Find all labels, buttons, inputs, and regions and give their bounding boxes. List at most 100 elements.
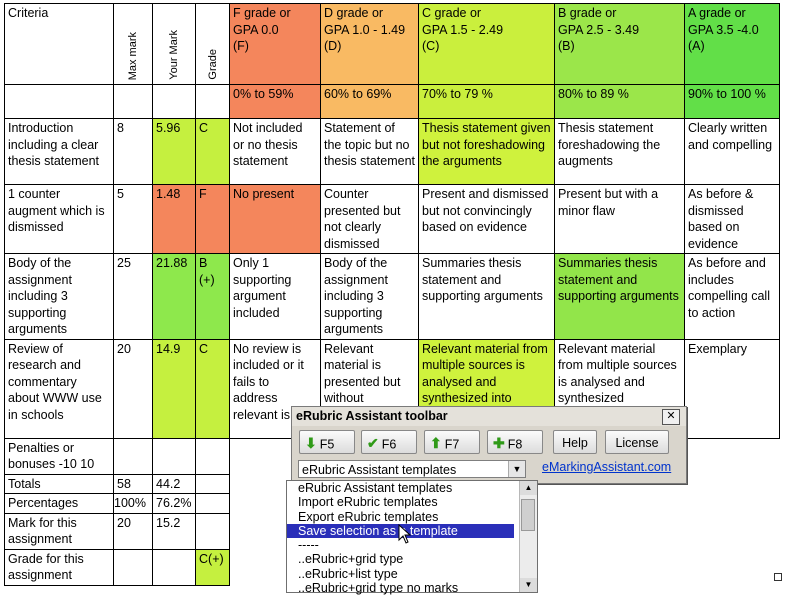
- resize-handle-icon[interactable]: [774, 573, 782, 581]
- close-icon[interactable]: ✕: [662, 409, 680, 425]
- your-mark-cell[interactable]: 21.88: [152, 253, 196, 340]
- grade-cell[interactable]: C: [195, 338, 230, 439]
- template-dropdown-list: eRubric Assistant templates Import eRubr…: [286, 480, 538, 596]
- summary-label: Percentages: [4, 493, 114, 514]
- b-descriptor-cell[interactable]: Summaries thesis statement and supportin…: [554, 253, 685, 340]
- summary-row: Penalties or bonuses -10 10: [4, 437, 780, 475]
- dropdown-item[interactable]: Export eRubric templates: [298, 509, 439, 524]
- template-select[interactable]: eRubric Assistant templates ▼: [298, 460, 526, 478]
- criteria-cell: Review of research and commentary about …: [4, 338, 114, 439]
- scroll-up-icon[interactable]: ▲: [520, 481, 537, 495]
- f-descriptor-cell[interactable]: Not included or no thesis statement: [229, 118, 321, 185]
- dropdown-scrollbar[interactable]: ▲ ▼: [519, 481, 537, 592]
- summary-row: Grade for this assignment C(+): [4, 548, 780, 586]
- criteria-row: Body of the assignment including 3 suppo…: [4, 253, 780, 340]
- mouse-cursor-icon: [398, 524, 412, 544]
- summary-row: Totals 58 44.2: [4, 473, 780, 494]
- max-mark-cell: 25: [113, 253, 153, 340]
- toolbar-title: eRubric Assistant toolbar: [292, 407, 686, 426]
- dropdown-separator: -----: [298, 538, 319, 553]
- criteria-row: Introduction including a clear thesis st…: [4, 118, 780, 185]
- f8-button[interactable]: ✚ F8: [487, 430, 543, 454]
- c-grade-header: C grade or GPA 1.5 - 2.49 (C): [418, 3, 555, 85]
- max-mark-cell: 5: [113, 184, 153, 254]
- b-descriptor-cell[interactable]: Thesis statement foreshadowing the augme…: [554, 118, 685, 185]
- f7-button[interactable]: ⬆ F7: [424, 430, 480, 454]
- grade-header: Grade: [195, 3, 230, 85]
- summary-mark: 44.2: [152, 473, 196, 494]
- f-descriptor-cell[interactable]: Only 1 supporting argument included: [229, 253, 321, 340]
- dropdown-item[interactable]: eRubric Assistant templates: [298, 481, 453, 495]
- dropdown-item[interactable]: ..eRubric+grid type no marks: [298, 581, 459, 596]
- criteria-cell: Introduction including a clear thesis st…: [4, 118, 114, 185]
- summary-grade: [195, 437, 230, 475]
- range-empty: [113, 84, 153, 119]
- summary-max: 100%: [113, 493, 153, 514]
- dropdown-item[interactable]: Import eRubric templates: [298, 495, 438, 510]
- d-grade-header: D grade or GPA 1.0 - 1.49 (D): [320, 3, 419, 85]
- c-descriptor-cell[interactable]: Summaries thesis statement and supportin…: [418, 253, 555, 340]
- rubric-table: Criteria Max mark Your Mark Grade F grad…: [4, 3, 780, 586]
- f-range: 0% to 59%: [229, 84, 321, 119]
- chevron-down-icon[interactable]: ▼: [508, 461, 525, 477]
- help-button[interactable]: Help: [553, 430, 597, 454]
- summary-label: Totals: [4, 473, 114, 494]
- d-descriptor-cell[interactable]: Counter presented but not clearly dismis…: [320, 184, 419, 254]
- checkmark-icon: ✔: [367, 435, 379, 451]
- criteria-header: Criteria: [4, 3, 114, 85]
- c-descriptor-cell[interactable]: Thesis statement given but not foreshado…: [418, 118, 555, 185]
- d-descriptor-cell[interactable]: Statement of the topic but no thesis sta…: [320, 118, 419, 185]
- license-button[interactable]: License: [605, 430, 669, 454]
- f-descriptor-cell[interactable]: No present: [229, 184, 321, 254]
- d-range: 60% to 69%: [320, 84, 419, 119]
- emarking-link[interactable]: eMarkingAssistant.com: [542, 460, 672, 474]
- b-descriptor-cell[interactable]: Present but with a minor flaw: [554, 184, 685, 254]
- summary-mark: [152, 548, 196, 586]
- f-grade-header: F grade or GPA 0.0 (F): [229, 3, 321, 85]
- a-range: 90% to 100 %: [684, 84, 780, 119]
- summary-row: Mark for this assignment 20 15.2: [4, 512, 780, 550]
- a-descriptor-cell[interactable]: Clearly written and compelling: [684, 118, 780, 185]
- header-row: Criteria Max mark Your Mark Grade F grad…: [4, 3, 780, 85]
- b-range: 80% to 89 %: [554, 84, 685, 119]
- criteria-cell: 1 counter augment which is dismissed: [4, 184, 114, 254]
- plus-icon: ✚: [493, 435, 505, 451]
- max-mark-header: Max mark: [113, 3, 153, 85]
- summary-grade: [195, 512, 230, 550]
- c-descriptor-cell[interactable]: Present and dismissed but not convincing…: [418, 184, 555, 254]
- range-empty: [152, 84, 196, 119]
- summary-label: Penalties or bonuses -10 10: [4, 437, 114, 475]
- a-descriptor-cell[interactable]: Exemplary: [684, 338, 780, 439]
- summary-max: [113, 548, 153, 586]
- summary-mark: [152, 437, 196, 475]
- a-descriptor-cell[interactable]: As before and includes compelling call t…: [684, 253, 780, 340]
- d-descriptor-cell[interactable]: Body of the assignment including 3 suppo…: [320, 253, 419, 340]
- your-mark-cell[interactable]: 14.9: [152, 338, 196, 439]
- range-row: 0% to 59% 60% to 69% 70% to 79 % 80% to …: [4, 84, 780, 119]
- summary-label: Grade for this assignment: [4, 548, 114, 586]
- your-mark-cell[interactable]: 5.96: [152, 118, 196, 185]
- f5-button[interactable]: ⬇ F5: [299, 430, 355, 454]
- summary-max: 20: [113, 512, 153, 550]
- arrow-up-icon: ⬆: [430, 435, 442, 451]
- grade-cell[interactable]: F: [195, 184, 230, 254]
- scroll-down-icon[interactable]: ▼: [520, 578, 537, 592]
- summary-max: [113, 437, 153, 475]
- dropdown-item[interactable]: ..eRubric+grid type: [298, 552, 404, 567]
- grade-cell[interactable]: C: [195, 118, 230, 185]
- max-mark-cell: 20: [113, 338, 153, 439]
- your-mark-cell[interactable]: 1.48: [152, 184, 196, 254]
- dropdown-item[interactable]: ..eRubric+list type: [298, 566, 398, 581]
- criteria-cell: Body of the assignment including 3 suppo…: [4, 253, 114, 340]
- summary-max: 58: [113, 473, 153, 494]
- c-range: 70% to 79 %: [418, 84, 555, 119]
- f6-button[interactable]: ✔ F6: [361, 430, 417, 454]
- max-mark-cell: 8: [113, 118, 153, 185]
- scroll-thumb[interactable]: [521, 499, 535, 531]
- summary-mark: 15.2: [152, 512, 196, 550]
- summary-label: Mark for this assignment: [4, 512, 114, 550]
- final-grade-cell: C(+): [195, 548, 230, 586]
- grade-cell[interactable]: B (+): [195, 253, 230, 340]
- a-descriptor-cell[interactable]: As before & dismissed based on evidence: [684, 184, 780, 254]
- range-empty: [4, 84, 114, 119]
